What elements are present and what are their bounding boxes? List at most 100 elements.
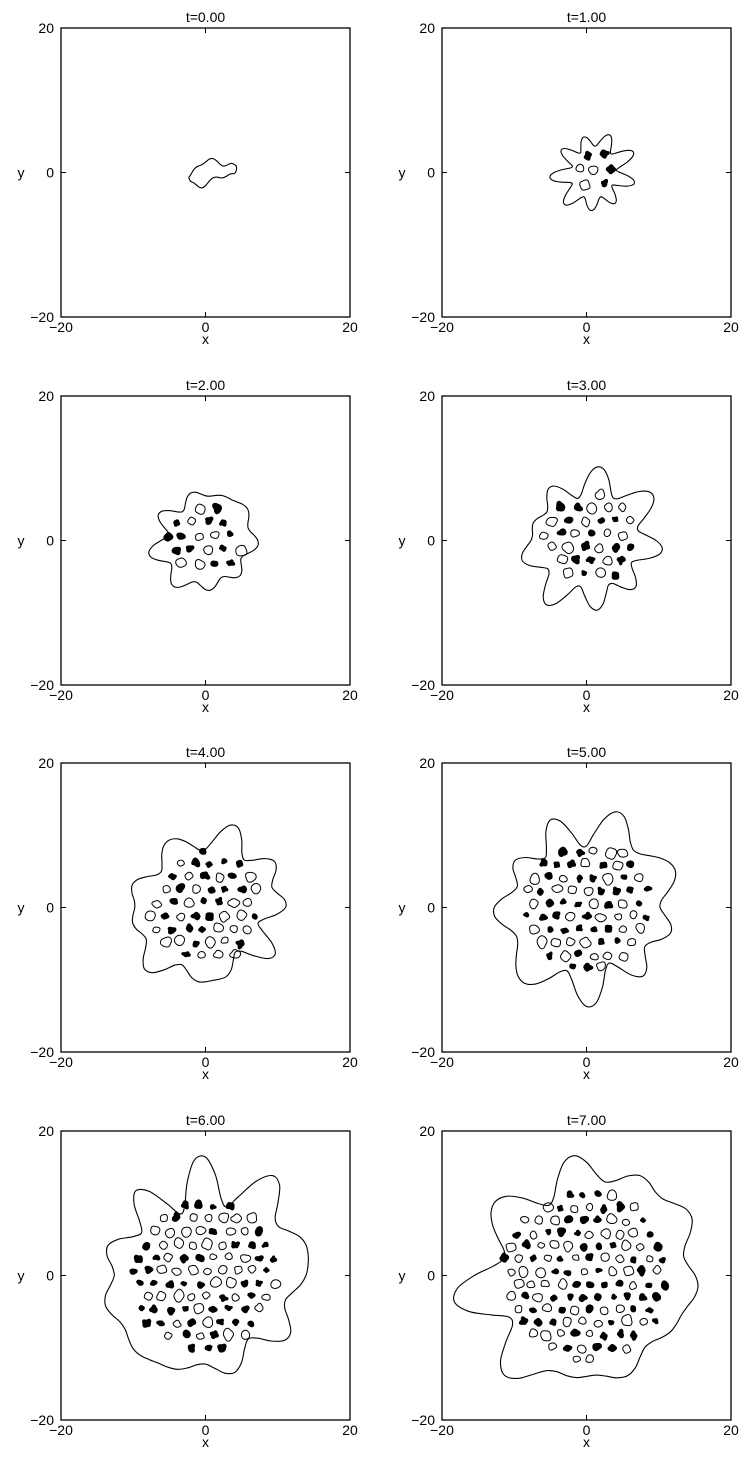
open-spot: [540, 1279, 550, 1288]
open-spot: [627, 938, 637, 947]
open-spot: [529, 924, 540, 935]
filled-spot: [614, 937, 621, 944]
filled-spot: [639, 1217, 647, 1223]
open-spot: [623, 1265, 635, 1277]
open-spot: [173, 1288, 185, 1303]
y-tick-label: −20: [30, 1044, 54, 1060]
open-spot: [184, 871, 194, 881]
filled-spot: [579, 1192, 586, 1199]
chart-panel: t=7.00 −20 0 20 −20 0 20 x y: [399, 1112, 739, 1450]
open-spot: [187, 516, 197, 526]
x-tick-label: −20: [430, 1422, 454, 1438]
open-spot: [606, 1213, 618, 1225]
filled-spot: [163, 532, 174, 542]
filled-spot: [644, 1307, 654, 1314]
open-spot: [245, 871, 257, 883]
filled-spot: [555, 500, 566, 512]
filled-spot: [593, 1292, 602, 1302]
open-spot: [616, 848, 629, 858]
open-spot: [220, 936, 229, 944]
open-spot: [187, 1293, 196, 1302]
filled-spot: [522, 912, 530, 918]
open-spot: [240, 1254, 252, 1263]
plot-frame: [60, 1130, 351, 1421]
filled-spot: [512, 1231, 522, 1239]
filled-spot: [240, 1279, 249, 1288]
open-spot: [507, 1268, 516, 1277]
x-tick-label: 0: [202, 1422, 210, 1438]
filled-spot: [616, 555, 626, 566]
open-spot: [172, 1319, 182, 1328]
filled-spot: [556, 528, 567, 536]
filled-spot: [180, 1280, 188, 1287]
plot-frame: [441, 395, 732, 686]
y-tick-label: 20: [38, 20, 54, 36]
open-spot: [594, 543, 604, 554]
y-tick-label: 20: [419, 1123, 435, 1139]
filled-spot: [592, 1342, 602, 1352]
filled-spot: [559, 898, 567, 905]
filled-spot: [518, 1316, 529, 1325]
filled-spot: [573, 1229, 582, 1237]
open-spot: [201, 1291, 211, 1300]
filled-spot: [247, 1292, 256, 1299]
chart-panel: t=6.00 −20 0 20 −20 0 20 x y: [18, 1112, 358, 1450]
filled-spot: [611, 571, 620, 580]
open-spot: [209, 1276, 223, 1288]
filled-spot: [583, 962, 594, 972]
filled-spot: [551, 1268, 560, 1275]
open-spot: [176, 859, 185, 867]
filled-spot: [235, 939, 245, 950]
filled-spot: [658, 1257, 666, 1264]
filled-spot: [208, 1227, 218, 1236]
panel-title: t=5.00: [567, 744, 607, 760]
y-tick-label: 20: [419, 20, 435, 36]
y-tick-label: 0: [46, 165, 54, 181]
filled-spot: [168, 873, 177, 881]
open-spot: [159, 1213, 168, 1223]
open-spot: [621, 1218, 631, 1226]
filled-spot: [652, 1291, 662, 1302]
open-spot: [250, 882, 262, 895]
y-tick-label: 20: [419, 755, 435, 771]
filled-spot: [190, 911, 201, 921]
open-spot: [164, 1227, 176, 1239]
filled-spot: [569, 963, 577, 970]
open-spot: [240, 1329, 251, 1340]
filled-spot: [182, 1329, 191, 1339]
open-spot: [247, 1264, 257, 1274]
open-spot: [612, 860, 624, 871]
filled-spot: [248, 1241, 256, 1250]
filled-spot: [226, 530, 234, 538]
filled-spot: [231, 1318, 240, 1327]
panel-title: t=0.00: [186, 9, 226, 25]
filled-spot: [262, 1267, 270, 1273]
y-tick-label: 0: [46, 900, 54, 916]
plot-frame: [441, 27, 732, 318]
open-spot: [195, 1226, 207, 1236]
filled-spot: [589, 874, 597, 883]
open-spot: [209, 531, 220, 539]
filled-spot: [169, 897, 179, 905]
y-tick-label: 0: [46, 1268, 54, 1284]
outer-contour: [104, 1155, 309, 1375]
x-tick-label: 0: [202, 687, 210, 703]
y-axis-label: y: [18, 165, 25, 181]
filled-spot: [185, 545, 195, 553]
open-spot: [629, 910, 638, 920]
filled-spot: [646, 1231, 654, 1238]
filled-spot: [636, 1265, 646, 1277]
open-spot: [563, 1240, 574, 1253]
open-spot: [218, 910, 231, 923]
open-spot: [225, 1276, 237, 1289]
chart-panel: t=4.00 −20 0 20 −20 0 20 x y: [18, 744, 358, 1082]
open-spot: [171, 1267, 182, 1276]
open-spot: [188, 1241, 197, 1251]
filled-spot: [539, 858, 548, 867]
filled-spot: [209, 1330, 219, 1340]
open-spot: [513, 1278, 525, 1289]
filled-spot: [638, 1293, 648, 1301]
filled-spot: [142, 1318, 152, 1328]
open-spot: [618, 502, 627, 513]
x-tick-label: 20: [723, 1422, 739, 1438]
